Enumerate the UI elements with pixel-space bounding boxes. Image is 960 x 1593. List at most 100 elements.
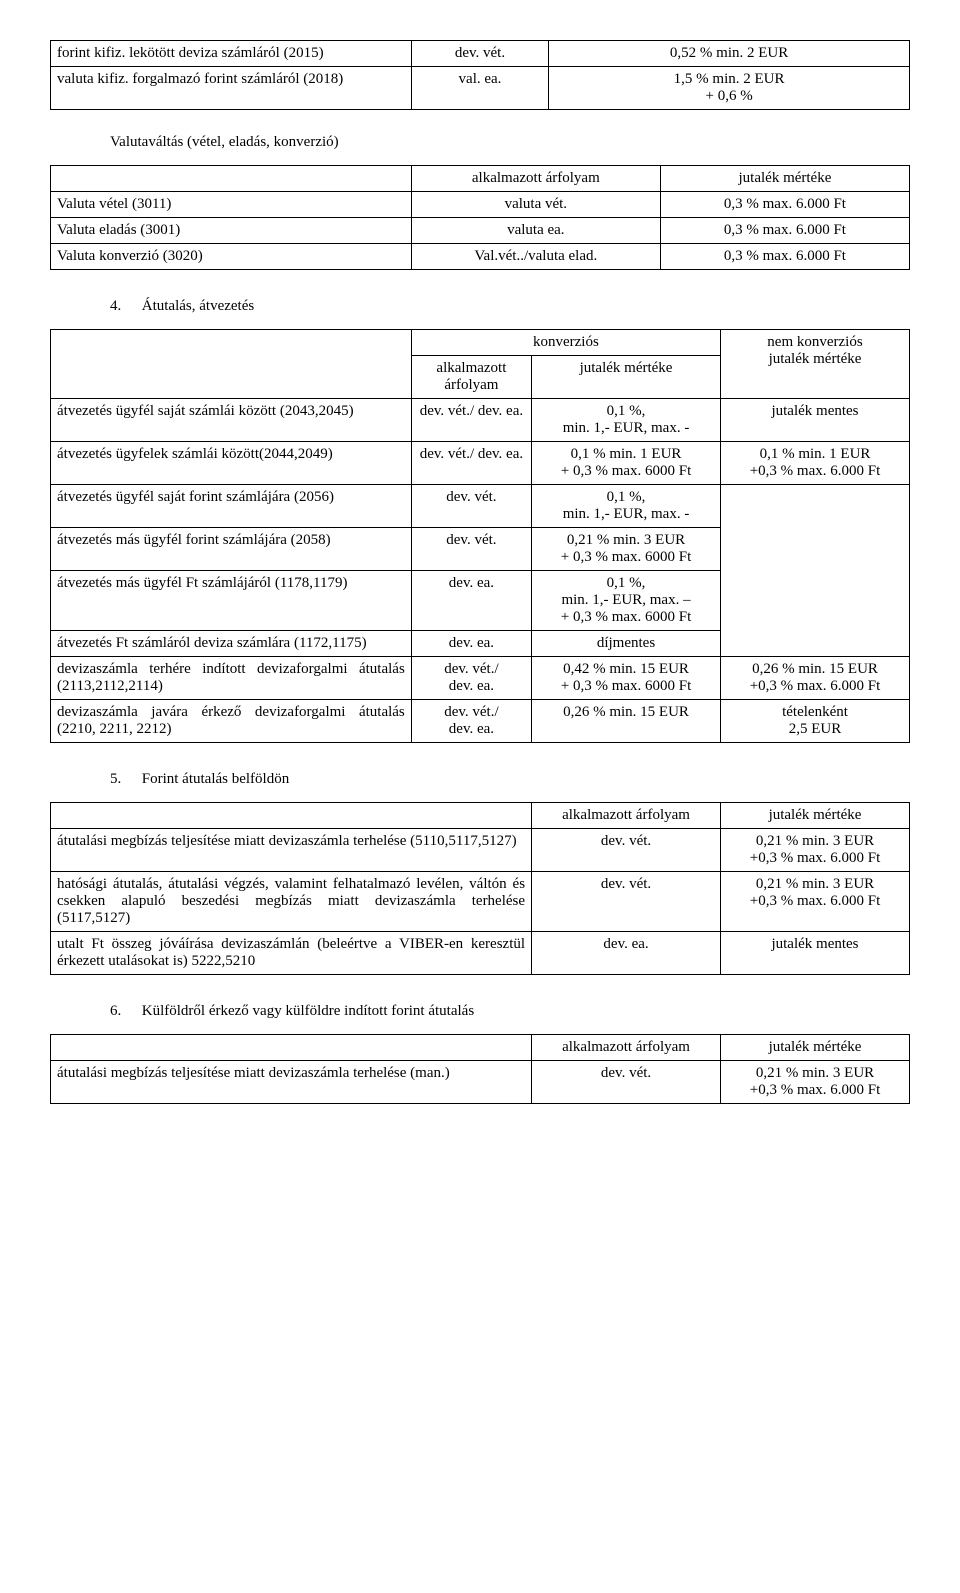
cell: valuta kifiz. forgalmazó forint számláró… [51, 67, 412, 110]
cell-empty [51, 1035, 532, 1061]
section-title: Átutalás, átvezetés [142, 298, 254, 314]
section-number: 5. [110, 771, 138, 788]
cell: díjmentes [532, 631, 721, 657]
cell: 1,5 % min. 2 EUR + 0,6 % [549, 67, 910, 110]
cell: 0,26 % min. 15 EUR [532, 700, 721, 743]
valutavaltas-table: alkalmazott árfolyam jutalék mértéke Val… [50, 165, 910, 270]
cell: dev. vét./ dev. ea. [411, 657, 531, 700]
table-header-row: alkalmazott árfolyam jutalék mértéke [51, 166, 910, 192]
cell: átvezetés ügyfelek számlái között(2044,2… [51, 442, 412, 485]
section4-heading: 4. Átutalás, átvezetés [110, 298, 910, 315]
cell-empty [51, 803, 532, 829]
table-row: utalt Ft összeg jóváírása devizaszámlán … [51, 932, 910, 975]
cell: 0,1 %, min. 1,- EUR, max. - [532, 485, 721, 528]
cell: dev. vét. [411, 528, 531, 571]
section5-table: alkalmazott árfolyam jutalék mértéke átu… [50, 802, 910, 975]
cell: dev. vét. [532, 829, 721, 872]
cell: val. ea. [411, 67, 548, 110]
cell: 0,1 %, min. 1,- EUR, max. - [532, 399, 721, 442]
cell: 0,21 % min. 3 EUR +0,3 % max. 6.000 Ft [721, 1061, 910, 1104]
section-title: Külföldről érkező vagy külföldre indítot… [142, 1003, 474, 1019]
cell: 0,21 % min. 3 EUR +0,3 % max. 6.000 Ft [721, 829, 910, 872]
valutavaltas-title: Valutaváltás (vétel, eladás, konverzió) [50, 134, 910, 151]
cell: Valuta vétel (3011) [51, 192, 412, 218]
cell: 0,3 % max. 6.000 Ft [660, 218, 909, 244]
section6-heading: 6. Külföldről érkező vagy külföldre indí… [110, 1003, 910, 1020]
header-cell: jutalék mértéke [532, 356, 721, 399]
cell: tételenként 2,5 EUR [721, 700, 910, 743]
table-row: devizaszámla terhére indított devizaforg… [51, 657, 910, 700]
table-row: átvezetés ügyfél saját forint számlájára… [51, 485, 910, 528]
cell: 0,3 % max. 6.000 Ft [660, 192, 909, 218]
cell: Val.vét../valuta elad. [411, 244, 660, 270]
cell: Valuta konverzió (3020) [51, 244, 412, 270]
header-cell: nem konverziós jutalék mértéke [721, 330, 910, 399]
cell: utalt Ft összeg jóváírása devizaszámlán … [51, 932, 532, 975]
cell: 0,42 % min. 15 EUR + 0,3 % max. 6000 Ft [532, 657, 721, 700]
cell: 0,26 % min. 15 EUR +0,3 % max. 6.000 Ft [721, 657, 910, 700]
table-row: átvezetés ügyfelek számlái között(2044,2… [51, 442, 910, 485]
cell: dev. ea. [411, 631, 531, 657]
cell: 0,21 % min. 3 EUR +0,3 % max. 6.000 Ft [721, 872, 910, 932]
cell: dev. vét. [532, 872, 721, 932]
cell-empty [51, 166, 412, 192]
cell: jutalék mentes [721, 932, 910, 975]
section6-table: alkalmazott árfolyam jutalék mértéke átu… [50, 1034, 910, 1104]
table-row: Valuta vétel (3011) valuta vét. 0,3 % ma… [51, 192, 910, 218]
header-cell: alkalmazott árfolyam [411, 356, 531, 399]
cell: Valuta eladás (3001) [51, 218, 412, 244]
cell: átvezetés ügyfél saját számlái között (2… [51, 399, 412, 442]
table-header-row: alkalmazott árfolyam jutalék mértéke [51, 1035, 910, 1061]
top-table: forint kifiz. lekötött deviza számláról … [50, 40, 910, 110]
header-cell: jutalék mértéke [660, 166, 909, 192]
table-row: hatósági átutalás, átutalási végzés, val… [51, 872, 910, 932]
table-row: devizaszámla javára érkező devizaforgalm… [51, 700, 910, 743]
cell: dev. vét. [411, 485, 531, 528]
cell: devizaszámla javára érkező devizaforgalm… [51, 700, 412, 743]
section-title: Forint átutalás belföldön [142, 771, 289, 787]
header-cell: jutalék mértéke [721, 803, 910, 829]
cell: 0,1 % min. 1 EUR + 0,3 % max. 6000 Ft [532, 442, 721, 485]
cell: devizaszámla terhére indított devizaforg… [51, 657, 412, 700]
cell: valuta vét. [411, 192, 660, 218]
cell: valuta ea. [411, 218, 660, 244]
header-cell: konverziós [411, 330, 720, 356]
cell: jutalék mentes [721, 399, 910, 442]
section-number: 6. [110, 1003, 138, 1020]
cell: átutalási megbízás teljesítése miatt dev… [51, 829, 532, 872]
cell: hatósági átutalás, átutalási végzés, val… [51, 872, 532, 932]
cell: 0,1 % min. 1 EUR +0,3 % max. 6.000 Ft [721, 442, 910, 485]
header-cell: jutalék mértéke [721, 1035, 910, 1061]
header-cell: alkalmazott árfolyam [532, 803, 721, 829]
cell: 0,52 % min. 2 EUR [549, 41, 910, 67]
cell: 0,3 % max. 6.000 Ft [660, 244, 909, 270]
cell: átvezetés Ft számláról deviza számlára (… [51, 631, 412, 657]
cell: átvezetés ügyfél saját forint számlájára… [51, 485, 412, 528]
cell: átutalási megbízás teljesítése miatt dev… [51, 1061, 532, 1104]
cell: 0,21 % min. 3 EUR + 0,3 % max. 6000 Ft [532, 528, 721, 571]
section-number: 4. [110, 298, 138, 315]
table-header-row: alkalmazott árfolyam jutalék mértéke [51, 803, 910, 829]
table-row: átutalási megbízás teljesítése miatt dev… [51, 1061, 910, 1104]
cell-empty [721, 485, 910, 657]
cell: dev. vét./ dev. ea. [411, 399, 531, 442]
cell: dev. vét. [411, 41, 548, 67]
section4-table: konverziós nem konverziós jutalék mérték… [50, 329, 910, 743]
cell: dev. vét. [532, 1061, 721, 1104]
cell: átvezetés más ügyfél forint számlájára (… [51, 528, 412, 571]
cell-empty [51, 330, 412, 399]
table-row: forint kifiz. lekötött deviza számláról … [51, 41, 910, 67]
cell: dev. vét./ dev. ea. [411, 442, 531, 485]
table-row: Valuta eladás (3001) valuta ea. 0,3 % ma… [51, 218, 910, 244]
cell: átvezetés más ügyfél Ft számlájáról (117… [51, 571, 412, 631]
section5-heading: 5. Forint átutalás belföldön [110, 771, 910, 788]
table-row: Valuta konverzió (3020) Val.vét../valuta… [51, 244, 910, 270]
cell: dev. vét./ dev. ea. [411, 700, 531, 743]
header-cell: alkalmazott árfolyam [411, 166, 660, 192]
header-cell: alkalmazott árfolyam [532, 1035, 721, 1061]
table-header-row: konverziós nem konverziós jutalék mérték… [51, 330, 910, 356]
table-row: valuta kifiz. forgalmazó forint számláró… [51, 67, 910, 110]
table-row: átutalási megbízás teljesítése miatt dev… [51, 829, 910, 872]
cell: forint kifiz. lekötött deviza számláról … [51, 41, 412, 67]
cell: 0,1 %, min. 1,- EUR, max. – + 0,3 % max.… [532, 571, 721, 631]
